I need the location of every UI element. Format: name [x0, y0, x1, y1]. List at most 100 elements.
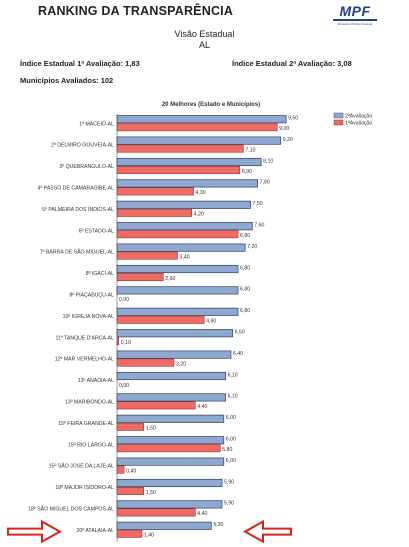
- category-label: 13º MARIBONDO-AL: [65, 400, 114, 406]
- value-label-primeira: 0,40: [126, 468, 136, 474]
- left-arrow-icon: [7, 519, 63, 544]
- bar-primeira: [116, 251, 178, 260]
- category-label: 7º BARRA DE SÃO MIGUEL-AL: [40, 249, 114, 256]
- value-label-primeira: 1,50: [146, 490, 156, 496]
- right-arrow-icon: [242, 519, 292, 544]
- legend-swatch-primeira: [333, 119, 344, 126]
- bar-primeira: [116, 208, 193, 217]
- value-label-primeira: 4,90: [206, 319, 216, 325]
- bar-primeira: [116, 166, 241, 174]
- value-label-primeira: 6,80: [240, 233, 250, 239]
- bar-segunda: [116, 115, 287, 124]
- category-label: 2º DELMIRO GOUVEIA-AL: [51, 143, 114, 149]
- bar-segunda: [116, 264, 239, 274]
- value-label-primeira: 0,10: [121, 340, 131, 346]
- bar-segunda: [116, 286, 239, 295]
- bar-primeira: [116, 144, 244, 153]
- bar-primeira: [116, 401, 196, 410]
- category-label: 5º PALMEIRA DOS ÍNDIOS-AL: [42, 206, 114, 213]
- bar-segunda: [116, 307, 239, 316]
- bar-segunda: [116, 157, 262, 167]
- category-label: 1º MACEIÓ-AL: [79, 120, 114, 127]
- value-label-primeira: 1,50: [146, 426, 156, 432]
- bar-primeira: [116, 444, 221, 453]
- bar-primeira: [116, 487, 144, 495]
- value-label-primeira: 7,10: [245, 147, 255, 153]
- value-label-primeira: 4,20: [194, 212, 204, 218]
- value-label-segunda: 8,10: [263, 158, 273, 164]
- category-label: 4º PASSO DE CAMARAGIBE-AL: [38, 186, 115, 192]
- category-label: 13º ANADIA-AL: [78, 378, 114, 384]
- legend-label-primeira: 1ªAvaliação: [345, 121, 372, 127]
- value-label-segunda: 6,80: [240, 308, 250, 314]
- value-label-segunda: 5,30: [213, 522, 223, 528]
- value-label-primeira: 1,40: [144, 533, 154, 539]
- value-label-segunda: 7,50: [253, 201, 263, 207]
- value-label-primeira: 4,40: [197, 404, 207, 410]
- bar-primeira: [116, 465, 125, 474]
- bar-segunda: [116, 371, 226, 381]
- bar-primeira: [116, 529, 143, 538]
- bar-primeira: [116, 315, 205, 324]
- value-label-primeira: 3,40: [180, 254, 190, 260]
- value-label-segunda: 6,00: [226, 458, 236, 464]
- bar-segunda: [116, 243, 246, 252]
- category-label: 15º SÃO JOSÉ DA LAJE-AL: [49, 463, 114, 470]
- bar-segunda: [116, 521, 212, 530]
- bar-primeira: [116, 187, 194, 196]
- value-label-segunda: 5,90: [224, 479, 234, 485]
- bar-segunda: [116, 179, 258, 188]
- logo-text: MPF: [339, 3, 371, 19]
- state-label: AL: [198, 40, 210, 50]
- category-label: 15º FEIRA GRANDE-AL: [58, 421, 114, 427]
- value-label-primeira: 2,60: [165, 276, 175, 282]
- logo-bar: [333, 19, 377, 21]
- value-label-primeira: 3,20: [176, 361, 186, 367]
- legend-swatch-segunda: [333, 112, 344, 119]
- bar-segunda: [116, 329, 234, 338]
- view-title: Visão Estadual: [174, 29, 235, 39]
- value-label-primeira: 4,30: [196, 190, 206, 196]
- value-label-segunda: 6,80: [240, 287, 250, 293]
- value-label-segunda: 7,60: [254, 223, 264, 229]
- value-label-segunda: 6,10: [228, 394, 238, 400]
- value-label-primeira: 5,80: [222, 447, 232, 453]
- bar-primeira: [116, 230, 239, 239]
- category-label: 3º QUEBRANGULO-AL: [59, 164, 114, 170]
- category-label: 8º IGACI-AL: [86, 271, 115, 277]
- category-label: 18º SÃO MIGUEL DOS CAMPOS-AL: [28, 506, 114, 513]
- value-label-primeira: 9,00: [279, 126, 289, 132]
- value-label-segunda: 6,40: [233, 351, 243, 357]
- bar-segunda: [116, 457, 225, 466]
- value-label-segunda: 6,00: [226, 437, 236, 443]
- bar-primeira: [116, 358, 175, 367]
- value-label-segunda: 9,20: [283, 137, 293, 143]
- bar-segunda: [116, 136, 282, 145]
- category-label: 11º TANQUE D'ARCA-AL: [55, 335, 114, 341]
- municipalities-count: Municípios Avaliados: 102: [20, 76, 114, 85]
- value-label-primeira: 0,00: [119, 383, 129, 389]
- category-label: 20º ATALAIA-AL: [77, 528, 115, 534]
- bar-segunda: [116, 200, 251, 209]
- value-label-segunda: 7,20: [247, 244, 257, 250]
- value-label-segunda: 6,50: [235, 330, 245, 336]
- value-label-primeira: 4,40: [197, 511, 207, 517]
- bar-segunda: [116, 222, 253, 231]
- category-label: 10º IGREJA NOVA-AL: [63, 314, 114, 320]
- bar-primeira: [116, 508, 196, 517]
- bar-segunda: [116, 436, 225, 445]
- mpf-logo: MPF Ministério Público Federal: [333, 4, 377, 26]
- bar-segunda: [116, 414, 225, 423]
- bar-primeira: [116, 422, 144, 431]
- category-label: 8º PIAÇABUÇU-AL: [69, 293, 114, 299]
- bar-primeira: [116, 337, 120, 346]
- category-label: 15º RIO LARGO-AL: [68, 442, 114, 448]
- value-label-segunda: 6,10: [228, 372, 238, 378]
- chart-title: 20 Melhores (Estado e Municípios): [162, 102, 260, 108]
- value-label-segunda: 6,80: [240, 265, 250, 271]
- bar-segunda: [116, 393, 226, 402]
- category-label: 18º MAJOR ISIDORO-AL: [55, 485, 114, 491]
- bar-primeira: [116, 123, 278, 132]
- legend-label-segunda: 2ªAvaliação: [345, 114, 372, 120]
- page-title: RANKING DA TRANSPARÊNCIA: [38, 4, 234, 18]
